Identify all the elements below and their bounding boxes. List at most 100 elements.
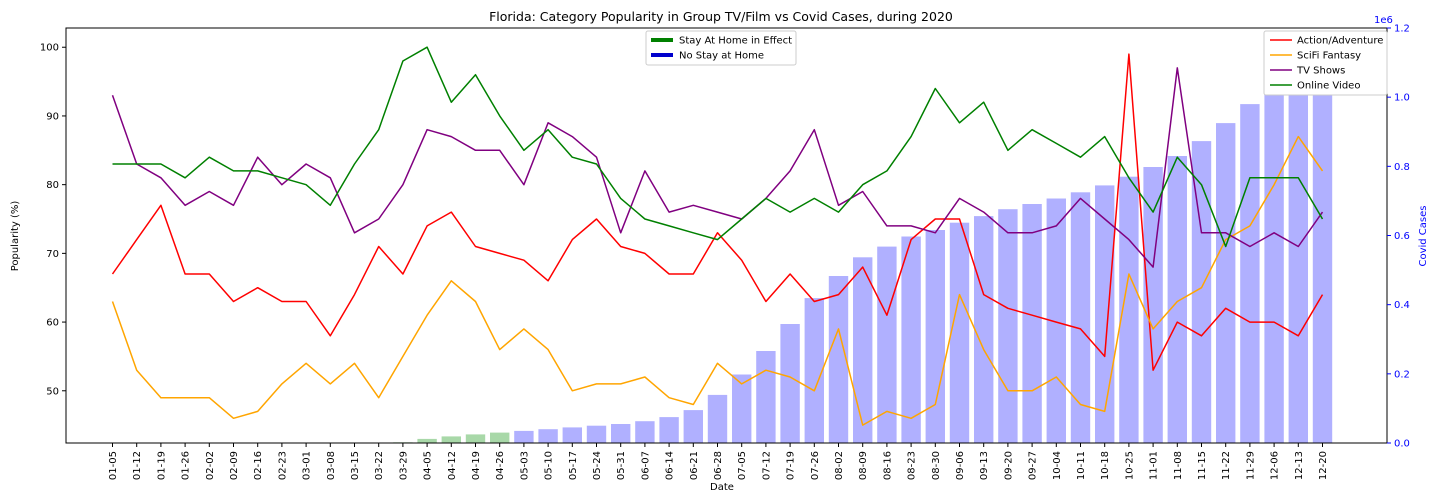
x-tick-label: 01-12 — [132, 451, 143, 480]
covid-bar-08-09 — [853, 257, 873, 443]
x-tick-label: 09-20 — [1003, 451, 1014, 480]
x-tick-label: 05-10 — [544, 451, 555, 480]
x-tick-label: 08-09 — [858, 451, 869, 480]
covid-bar-10-11 — [1070, 192, 1091, 443]
x-tick-label: 11-01 — [1149, 451, 1160, 480]
covid-bar-07-19 — [780, 324, 800, 443]
x-tick-label: 04-12 — [447, 451, 458, 480]
x-tick-label: 06-21 — [689, 451, 700, 480]
x-tick-label: 11-15 — [1197, 451, 1208, 480]
covid-bar-04-05 — [417, 438, 437, 443]
series-line-tv-shows — [111, 67, 1324, 268]
x-tick-label: 08-16 — [882, 451, 893, 480]
covid-bar-09-27 — [1022, 204, 1042, 443]
y2-tick-label: 1.0 — [1394, 93, 1410, 104]
x-tick-label: 12-06 — [1270, 451, 1281, 480]
covid-bar-05-10 — [538, 429, 558, 443]
y-tick-label: 100 — [40, 43, 59, 54]
legend-label: No Stay at Home — [679, 51, 764, 62]
x-tick-label: 06-07 — [640, 451, 651, 480]
x-tick-label: 07-26 — [810, 451, 821, 480]
x-tick-label: 07-05 — [737, 451, 748, 480]
y-axis-right: 0.0 0.2 0.4 0.6 0.8 1.0 1.2 — [1387, 24, 1410, 450]
covid-bar-09-20 — [998, 209, 1018, 443]
y-axis-label: Popularity (%) — [10, 201, 21, 272]
covid-bar-06-14 — [659, 417, 679, 443]
covid-bar-05-03 — [514, 430, 534, 443]
series-line-online-video — [112, 46, 1324, 248]
x-tick-label: 06-28 — [713, 451, 724, 480]
series-line-scifi-fantasy — [111, 135, 1324, 426]
covid-bar-10-25 — [1119, 176, 1139, 443]
y2-tick-label: 0.4 — [1394, 300, 1410, 311]
covid-bar-08-23 — [901, 236, 921, 443]
covid-bar-08-02 — [828, 276, 849, 443]
covid-bar-05-24 — [586, 425, 607, 443]
plot-frame — [65, 27, 1388, 444]
x-tick-label: 04-05 — [423, 451, 434, 480]
legend-series-frame — [1263, 30, 1388, 96]
covid-bar-10-18 — [1095, 185, 1115, 443]
legend-stay-home: Stay At Home in Effect No Stay at Home — [645, 30, 797, 66]
x-tick-label: 05-17 — [568, 451, 579, 480]
x-tick-label: 08-23 — [907, 451, 918, 480]
x-tick-label: 05-03 — [519, 451, 530, 480]
covid-bar-08-30 — [925, 230, 945, 443]
covid-bar-09-06 — [949, 222, 970, 443]
covid-bar-06-28 — [707, 394, 728, 443]
legend-label: TV Shows — [1296, 66, 1345, 77]
covid-bar-11-08 — [1167, 156, 1187, 443]
x-tick-label: 04-19 — [471, 451, 482, 480]
y2-tick-label: 0.0 — [1394, 439, 1410, 450]
y2-axis-label: Covid Cases — [1418, 205, 1429, 266]
covid-bar-07-26 — [804, 298, 824, 443]
y2-tick-label: 0.8 — [1394, 162, 1410, 173]
covid-bar-07-12 — [756, 351, 776, 443]
covid-bar-11-01 — [1143, 167, 1163, 443]
y-tick-label: 80 — [46, 180, 59, 191]
x-tick-label: 12-13 — [1294, 451, 1305, 480]
y2-multiplier-label: 1e6 — [1374, 15, 1393, 26]
covid-bar-06-07 — [635, 421, 655, 443]
legend-label: SciFi Fantasy — [1297, 51, 1361, 62]
x-tick-label: 02-02 — [205, 451, 216, 480]
covid-bar-04-12 — [441, 436, 461, 443]
covid-bar-11-29 — [1240, 104, 1260, 443]
x-tick-label: 01-26 — [181, 451, 192, 480]
covid-bar-08-16 — [877, 246, 897, 443]
x-tick-label: 10-18 — [1100, 451, 1111, 480]
x-tick-label: 10-11 — [1076, 451, 1087, 480]
x-tick-label: 10-25 — [1124, 451, 1135, 480]
legend-stay-home-frame — [645, 30, 797, 66]
x-axis: 01-05 01-12 01-19 01-26 02-02 02-09 02-16 02-23… — [108, 443, 1329, 480]
y-tick-label: 50 — [46, 386, 59, 397]
x-tick-label: 11-29 — [1245, 451, 1256, 480]
chart-title: Florida: Category Popularity in Group TV… — [489, 9, 953, 24]
x-tick-label: 08-02 — [834, 451, 845, 480]
x-tick-label: 12-20 — [1318, 451, 1329, 480]
covid-bar-11-22 — [1216, 123, 1236, 443]
x-tick-label: 10-04 — [1052, 451, 1063, 480]
x-tick-label: 06-14 — [665, 451, 676, 480]
x-tick-label: 08-30 — [931, 451, 942, 480]
x-tick-label: 04-26 — [495, 451, 506, 480]
y-axis-left: 50 60 70 80 90 100 — [40, 43, 66, 397]
x-tick-label: 03-15 — [350, 451, 361, 480]
x-tick-label: 11-22 — [1221, 451, 1232, 480]
x-tick-label: 03-08 — [326, 451, 337, 480]
legend-series: Action/Adventure SciFi Fantasy TV Shows Onl… — [1263, 30, 1388, 96]
x-tick-label: 02-16 — [253, 451, 264, 480]
covid-bar-06-21 — [683, 410, 703, 443]
covid-bar-05-17 — [562, 427, 582, 443]
x-tick-label: 09-13 — [979, 451, 990, 480]
covid-bar-09-13 — [974, 216, 994, 443]
covid-bar-04-26 — [490, 432, 510, 443]
x-tick-label: 05-24 — [592, 451, 603, 480]
x-tick-label: 05-31 — [616, 451, 627, 480]
x-tick-label: 02-09 — [229, 451, 240, 480]
covid-bar-04-19 — [465, 434, 486, 443]
x-tick-label: 01-05 — [108, 451, 119, 480]
y-tick-label: 60 — [46, 318, 59, 329]
x-tick-label: 07-12 — [761, 451, 772, 480]
